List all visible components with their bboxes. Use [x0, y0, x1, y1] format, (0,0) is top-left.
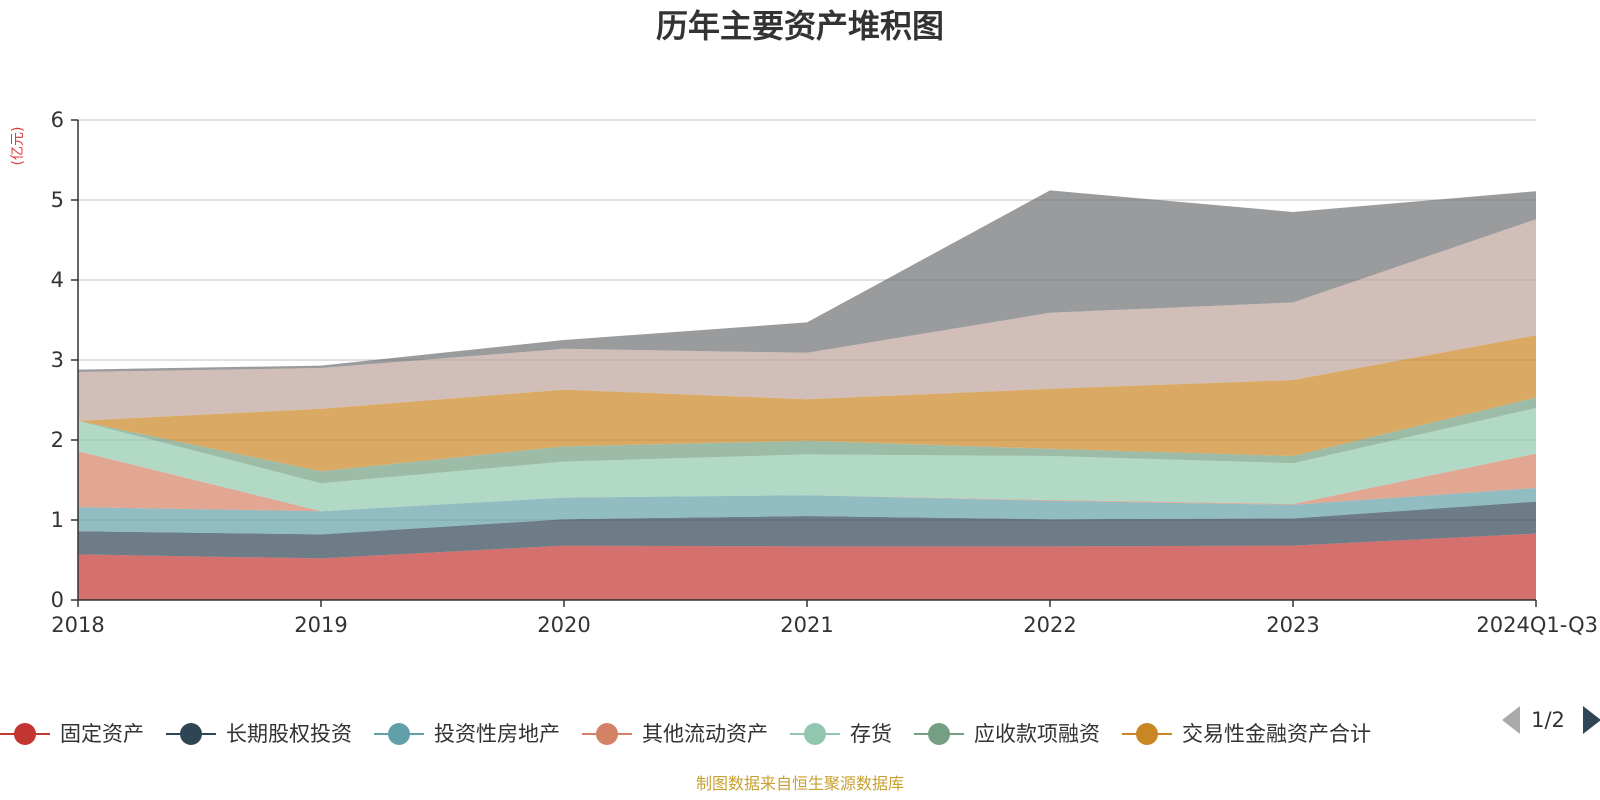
legend-circle-icon [180, 723, 202, 745]
legend-circle-icon [928, 723, 950, 745]
x-tick-label: 2024Q1-Q3 [1476, 613, 1598, 637]
area-series-5 [78, 408, 1536, 512]
legend-circle-icon [1136, 723, 1158, 745]
area-series-group [78, 190, 1536, 600]
legend-page-indicator: 1/2 [1531, 708, 1565, 732]
y-tick-label: 4 [51, 268, 64, 292]
x-tick-label: 2018 [51, 613, 104, 637]
legend-circle-icon [388, 723, 410, 745]
y-tick-label: 5 [51, 188, 64, 212]
x-tick-label: 2023 [1266, 613, 1319, 637]
legend-item-3[interactable]: 投资性房地产 [374, 722, 560, 746]
area-series-9 [78, 190, 1536, 372]
area-series-1 [78, 533, 1536, 600]
area-series-3 [78, 488, 1536, 535]
legend-item-1[interactable]: 固定资产 [0, 722, 144, 746]
x-tick-label: 2019 [294, 613, 347, 637]
y-tick-label: 2 [51, 428, 64, 452]
area-series-8 [78, 219, 1536, 421]
y-tick-label: 1 [51, 508, 64, 532]
legend-item-2[interactable]: 长期股权投资 [166, 722, 352, 746]
y-axis-unit-label: (亿元) [10, 127, 26, 166]
legend-label: 交易性金融资产合计 [1182, 722, 1371, 746]
chart-title: 历年主要资产堆积图 [656, 7, 944, 45]
legend-circle-icon [14, 723, 36, 745]
y-tick-label: 0 [51, 588, 64, 612]
legend-label: 投资性房地产 [434, 722, 560, 746]
y-tick-label: 6 [51, 108, 64, 132]
legend-item-4[interactable]: 其他流动资产 [582, 722, 768, 746]
data-source-note: 制图数据来自恒生聚源数据库 [696, 774, 904, 793]
area-series-4 [78, 451, 1536, 512]
legend-item-7[interactable]: 交易性金融资产合计 [1122, 722, 1371, 746]
x-tick-label: 2020 [537, 613, 590, 637]
legend-next-arrow-icon[interactable] [1583, 706, 1600, 734]
legend-circle-icon [596, 723, 618, 745]
legend-item-5[interactable]: 存货 [790, 722, 892, 746]
area-series-6 [78, 397, 1536, 484]
legend-label: 固定资产 [60, 722, 144, 746]
legend-circle-icon [804, 723, 826, 745]
legend-prev-arrow-icon[interactable] [1502, 706, 1520, 734]
legend-label: 其他流动资产 [642, 722, 768, 746]
area-series-2 [78, 501, 1536, 559]
axes: 0 1 2 3 4 5 6 2018 2019 2020 2021 2022 2023 2024Q1-Q3 [51, 108, 1598, 637]
x-tick-label: 2021 [780, 613, 833, 637]
legend-label: 长期股权投资 [226, 722, 352, 746]
legend-label: 应收款项融资 [974, 722, 1100, 746]
legend[interactable]: 固定资产 长期股权投资 投资性房地产 其他流动资产 存货 应收款项融资 交易性金融资产合计 [0, 722, 1371, 746]
legend-label: 存货 [850, 722, 892, 746]
area-series-7 [78, 335, 1536, 472]
legend-item-6[interactable]: 应收款项融资 [914, 722, 1100, 746]
y-tick-label: 3 [51, 348, 64, 372]
legend-pager[interactable]: 1/2 [1502, 706, 1600, 734]
x-tick-label: 2022 [1023, 613, 1076, 637]
